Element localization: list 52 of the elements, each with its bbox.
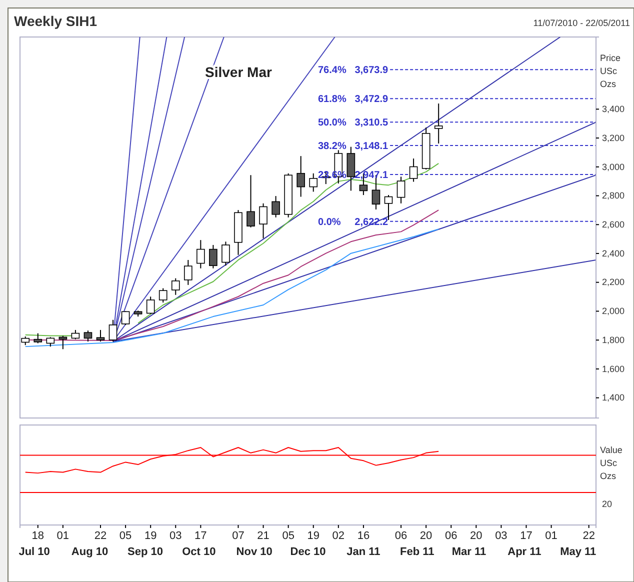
x-tick-label: 01 <box>545 530 558 542</box>
y-tick-label: 2,200 <box>602 277 625 288</box>
y-tick-label: 2,400 <box>602 248 625 258</box>
ref-line-label: 50.0% 3,310.5 <box>318 118 388 129</box>
text: 20 <box>602 499 612 509</box>
ref-line-label: 38.2% 3,148.1 <box>318 141 388 152</box>
y-tick-label: 3,400 <box>602 104 625 114</box>
y-tick-label: 1,600 <box>602 364 625 374</box>
y-tick-label: 2,000 <box>602 306 625 316</box>
x-tick-label: 06 <box>394 530 408 542</box>
x2-tick-label: Nov 10 <box>236 546 272 558</box>
chart-title: Weekly SIH1 <box>14 13 98 29</box>
y-tick-label: 2,800 <box>602 190 625 201</box>
x-tick-label: 20 <box>470 530 482 542</box>
x-tick-label: 07 <box>232 530 244 542</box>
x-tick-label: 02 <box>332 530 345 542</box>
y-tick-label: 3,200 <box>602 132 625 143</box>
x-tick-label: 03 <box>170 530 182 542</box>
x-tick-label: 03 <box>495 530 508 542</box>
x-tick-label: 20 <box>420 530 432 542</box>
x-tick-label: 05 <box>282 530 294 542</box>
y-axis-title: Price USc Ozs <box>600 53 621 89</box>
x-tick-label: 22 <box>582 530 595 542</box>
x-tick-label: 06 <box>444 530 458 542</box>
y-tick-label: 1,800 <box>602 334 625 345</box>
ref-line-label: 76.4% 3,673.9 <box>318 65 388 76</box>
x2-tick-label: May 11 <box>560 546 596 558</box>
chart-subtitle: 11/07/2010 - 22/05/2011 <box>533 18 630 28</box>
x-tick-label: 17 <box>194 530 207 542</box>
y-axis-title: Value USc Ozs <box>600 445 622 481</box>
x-tick-label: 21 <box>257 530 270 542</box>
x-tick-label: 19 <box>144 530 157 542</box>
y-tick-label: 1,400 <box>602 392 625 403</box>
x-tick-label: 18 <box>32 530 44 542</box>
x2-tick-label: Apr 11 <box>508 546 542 558</box>
x-tick-label: 01 <box>56 530 70 542</box>
x2-tick-label: Feb 11 <box>400 546 434 558</box>
x2-tick-label: Mar 11 <box>452 546 486 558</box>
x2-tick-label: Dec 10 <box>290 546 326 558</box>
x2-tick-label: Sep 10 <box>127 546 163 558</box>
x2-tick-label: Jan 11 <box>346 546 380 558</box>
x-tick-label: 17 <box>520 530 532 542</box>
y-tick-label: 3,000 <box>602 162 625 172</box>
y-tick-label: 2,600 <box>602 219 625 230</box>
x-tick-label: 05 <box>119 530 132 542</box>
x-tick-label: 19 <box>307 530 320 542</box>
x2-tick-label: Jul 10 <box>18 546 50 558</box>
ref-line-label: 61.8% 3,472.9 <box>318 94 388 106</box>
x-tick-label: 22 <box>94 530 107 542</box>
x2-tick-label: Oct 10 <box>182 546 216 558</box>
x-tick-label: 16 <box>357 530 370 542</box>
x2-tick-label: Aug 10 <box>71 546 108 558</box>
